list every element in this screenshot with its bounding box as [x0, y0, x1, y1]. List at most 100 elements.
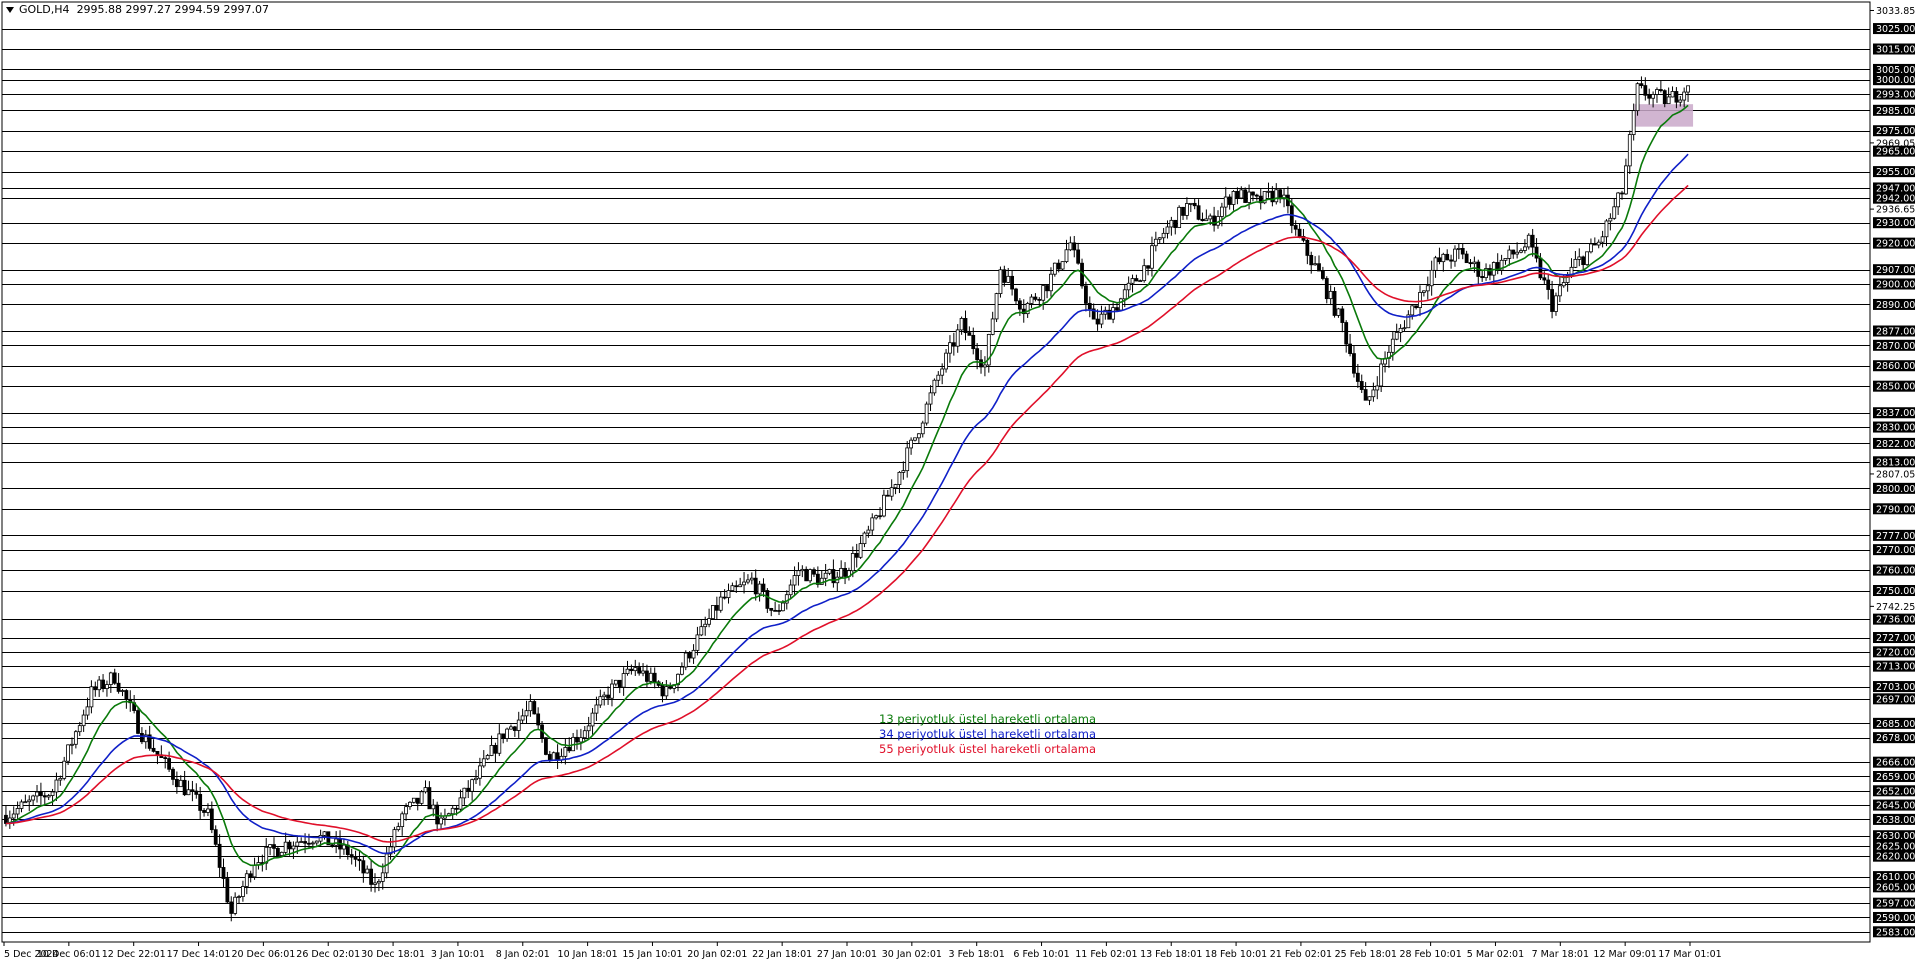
candle-body — [1682, 91, 1687, 101]
level-price-tag-text: 2703.00 — [1876, 682, 1915, 693]
candle-body — [35, 791, 39, 797]
level-price-tag-text: 2907.00 — [1876, 265, 1915, 276]
candle-body — [493, 744, 498, 754]
candle-body — [971, 334, 976, 350]
candle-body — [551, 752, 556, 761]
level-price-tag-text: 2965.00 — [1876, 147, 1915, 158]
candle-body — [1635, 83, 1640, 112]
candle-body — [1355, 372, 1360, 382]
candle-body — [718, 596, 723, 611]
candle-body — [901, 470, 906, 473]
level-price-tag — [1873, 407, 1915, 419]
candle-body — [1010, 275, 1015, 290]
candle-body — [1488, 268, 1492, 276]
level-price-tag — [1873, 732, 1915, 744]
chart-header: GOLD,H4 2995.88 2997.27 2994.59 2997.07 — [6, 3, 269, 16]
candle-body — [594, 704, 599, 714]
candle-body — [613, 679, 618, 685]
candle-body — [1293, 225, 1298, 230]
candle-body — [1639, 83, 1644, 86]
candle-body — [536, 713, 541, 726]
candle-body — [244, 873, 249, 887]
candle-body — [454, 807, 459, 810]
candle-body — [629, 668, 634, 672]
candle-body — [815, 573, 820, 585]
x-axis-label: 21 Feb 02:01 — [1270, 949, 1332, 960]
level-price-tag-text: 2736.00 — [1876, 615, 1915, 626]
menu-triangle-icon[interactable] — [6, 7, 14, 13]
candle-body — [1678, 99, 1683, 103]
candle-body — [1348, 343, 1352, 354]
candle-body — [66, 744, 70, 762]
candle-body — [1464, 253, 1469, 264]
candle-body — [1084, 285, 1088, 304]
level-price-tag — [1873, 632, 1915, 644]
candle-body — [1515, 251, 1520, 255]
candle-body — [1150, 245, 1154, 269]
candle-body — [998, 269, 1003, 295]
candle-body — [268, 844, 273, 848]
indicator-legend: 13 periyotluk üstel hareketli ortalama 3… — [879, 712, 1096, 757]
candle-body — [827, 569, 832, 574]
candle-body — [11, 813, 16, 819]
candle-body — [54, 779, 59, 793]
candle-body — [524, 710, 529, 717]
legend-ema-55: 55 periyotluk üstel hareketli ortalama — [879, 742, 1097, 756]
candle-body — [1379, 363, 1384, 387]
candle-body — [625, 668, 630, 674]
level-price-tag — [1873, 646, 1915, 658]
candle-body — [1658, 89, 1663, 92]
candle-body — [687, 652, 692, 659]
level-price-tag-text: 2830.00 — [1876, 423, 1915, 434]
candle-body — [1223, 196, 1228, 208]
candle-body — [365, 868, 370, 874]
level-price-tag-text: 2942.00 — [1876, 194, 1915, 205]
candle-body — [330, 844, 335, 847]
level-price-tag — [1873, 756, 1915, 768]
x-axis-label: 7 Mar 18:01 — [1532, 949, 1589, 960]
candle-body — [652, 672, 657, 683]
candle-body — [1620, 192, 1624, 195]
candle-body — [792, 575, 797, 586]
candle-body — [749, 577, 754, 581]
candle-body — [198, 793, 203, 811]
level-price-tag — [1873, 88, 1915, 100]
candle-body — [1247, 191, 1251, 203]
candle-body — [419, 791, 424, 804]
level-price-tag-text: 2659.00 — [1876, 772, 1915, 783]
candle-body — [781, 602, 785, 612]
candle-body — [1662, 90, 1667, 105]
candle-body — [948, 342, 952, 354]
level-price-tag-text: 2890.00 — [1876, 300, 1915, 311]
candle-body — [1270, 190, 1275, 203]
candle-body — [819, 577, 824, 585]
candle-body — [1161, 232, 1166, 239]
level-price-tag — [1873, 125, 1915, 137]
x-axis-label: 15 Jan 10:01 — [622, 949, 682, 960]
candle-body — [376, 880, 381, 884]
x-axis-label: 20 Dec 06:01 — [231, 949, 295, 960]
candle-body — [1437, 257, 1442, 263]
level-price-tag-text: 2822.00 — [1876, 439, 1915, 450]
candle-body — [182, 779, 187, 796]
candle-body — [31, 795, 36, 801]
candle-body — [920, 422, 925, 435]
candle-body — [342, 844, 346, 850]
candle-body — [202, 810, 206, 813]
candle-body — [858, 543, 863, 558]
x-axis-label: 30 Jan 02:01 — [882, 949, 942, 960]
candle-body — [1581, 256, 1586, 266]
supply-zone — [1634, 104, 1694, 127]
candle-body — [19, 801, 24, 809]
candle-body — [42, 795, 47, 798]
candle-body — [1142, 265, 1147, 282]
candle-body — [983, 364, 987, 368]
level-price-tag — [1873, 482, 1915, 494]
candle-body — [1421, 290, 1426, 293]
candle-body — [916, 433, 921, 439]
candle-body — [474, 777, 478, 781]
axis-price-label: 3033.85 — [1876, 6, 1915, 17]
level-price-tag-text: 2713.00 — [1876, 662, 1915, 673]
